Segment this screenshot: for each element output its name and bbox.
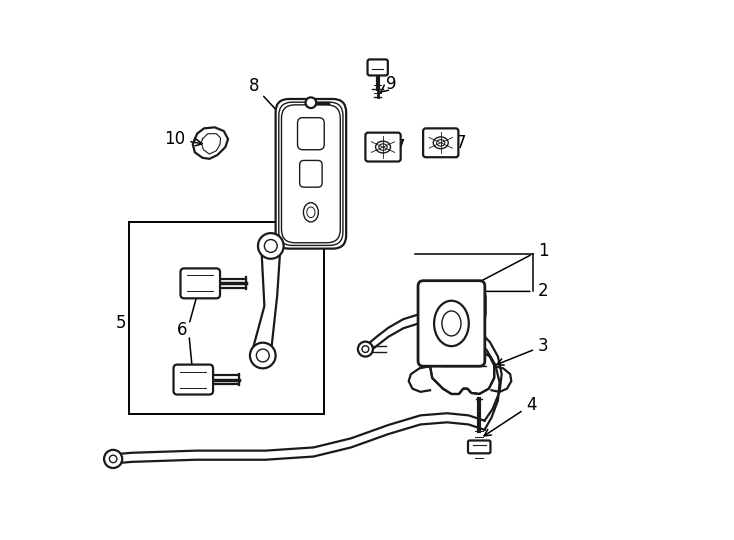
FancyBboxPatch shape [468, 441, 490, 453]
FancyBboxPatch shape [423, 129, 459, 157]
Circle shape [250, 343, 275, 368]
Text: 8: 8 [249, 77, 302, 138]
Text: 7: 7 [381, 138, 405, 156]
FancyBboxPatch shape [173, 364, 213, 395]
Polygon shape [430, 353, 494, 394]
Text: 7: 7 [441, 134, 466, 152]
Text: 6: 6 [178, 321, 188, 339]
Text: 10: 10 [164, 130, 203, 148]
Circle shape [258, 233, 283, 259]
FancyBboxPatch shape [418, 281, 485, 366]
Polygon shape [193, 127, 228, 159]
Text: 2: 2 [538, 282, 548, 300]
Bar [129, 222, 324, 414]
FancyBboxPatch shape [366, 133, 401, 161]
Text: 3: 3 [497, 337, 548, 365]
Text: 5: 5 [116, 314, 126, 333]
Text: 4: 4 [484, 396, 537, 436]
FancyBboxPatch shape [368, 59, 388, 76]
Circle shape [305, 97, 316, 108]
Text: 9: 9 [381, 75, 396, 93]
FancyBboxPatch shape [275, 99, 346, 248]
Text: 1: 1 [538, 242, 548, 260]
FancyBboxPatch shape [181, 268, 220, 298]
Circle shape [358, 342, 373, 356]
Circle shape [104, 450, 123, 468]
